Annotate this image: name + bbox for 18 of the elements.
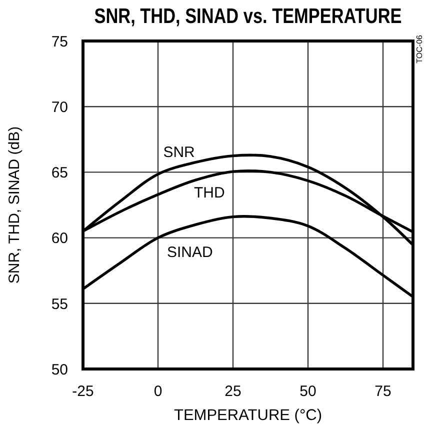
x-tick-label: 50 [300, 383, 316, 400]
x-tick-label: 75 [374, 383, 392, 400]
series-label: THD [194, 184, 225, 202]
y-tick-label: 75 [51, 33, 68, 50]
y-tick-label: 55 [51, 296, 68, 313]
y-tick-label: 50 [51, 361, 68, 378]
chart-title: SNR, THD, SINAD vs. TEMPERATURE [94, 6, 402, 28]
series-label: SINAD [167, 244, 214, 261]
text: TOC-06 [415, 34, 424, 64]
series-label: SNR [163, 144, 196, 162]
y-axis-title: SNR, THD, SINAD (dB) [6, 126, 23, 284]
y-tick-label: 70 [51, 99, 68, 116]
x-tick-label: 25 [224, 383, 242, 400]
x-axis-title: TEMPERATURE (°C) [174, 407, 322, 424]
y-tick-label: 60 [51, 230, 68, 248]
x-tick-label: -25 [72, 383, 94, 400]
x-tick-label: 0 [154, 383, 162, 400]
y-tick-label: 65 [51, 164, 68, 182]
